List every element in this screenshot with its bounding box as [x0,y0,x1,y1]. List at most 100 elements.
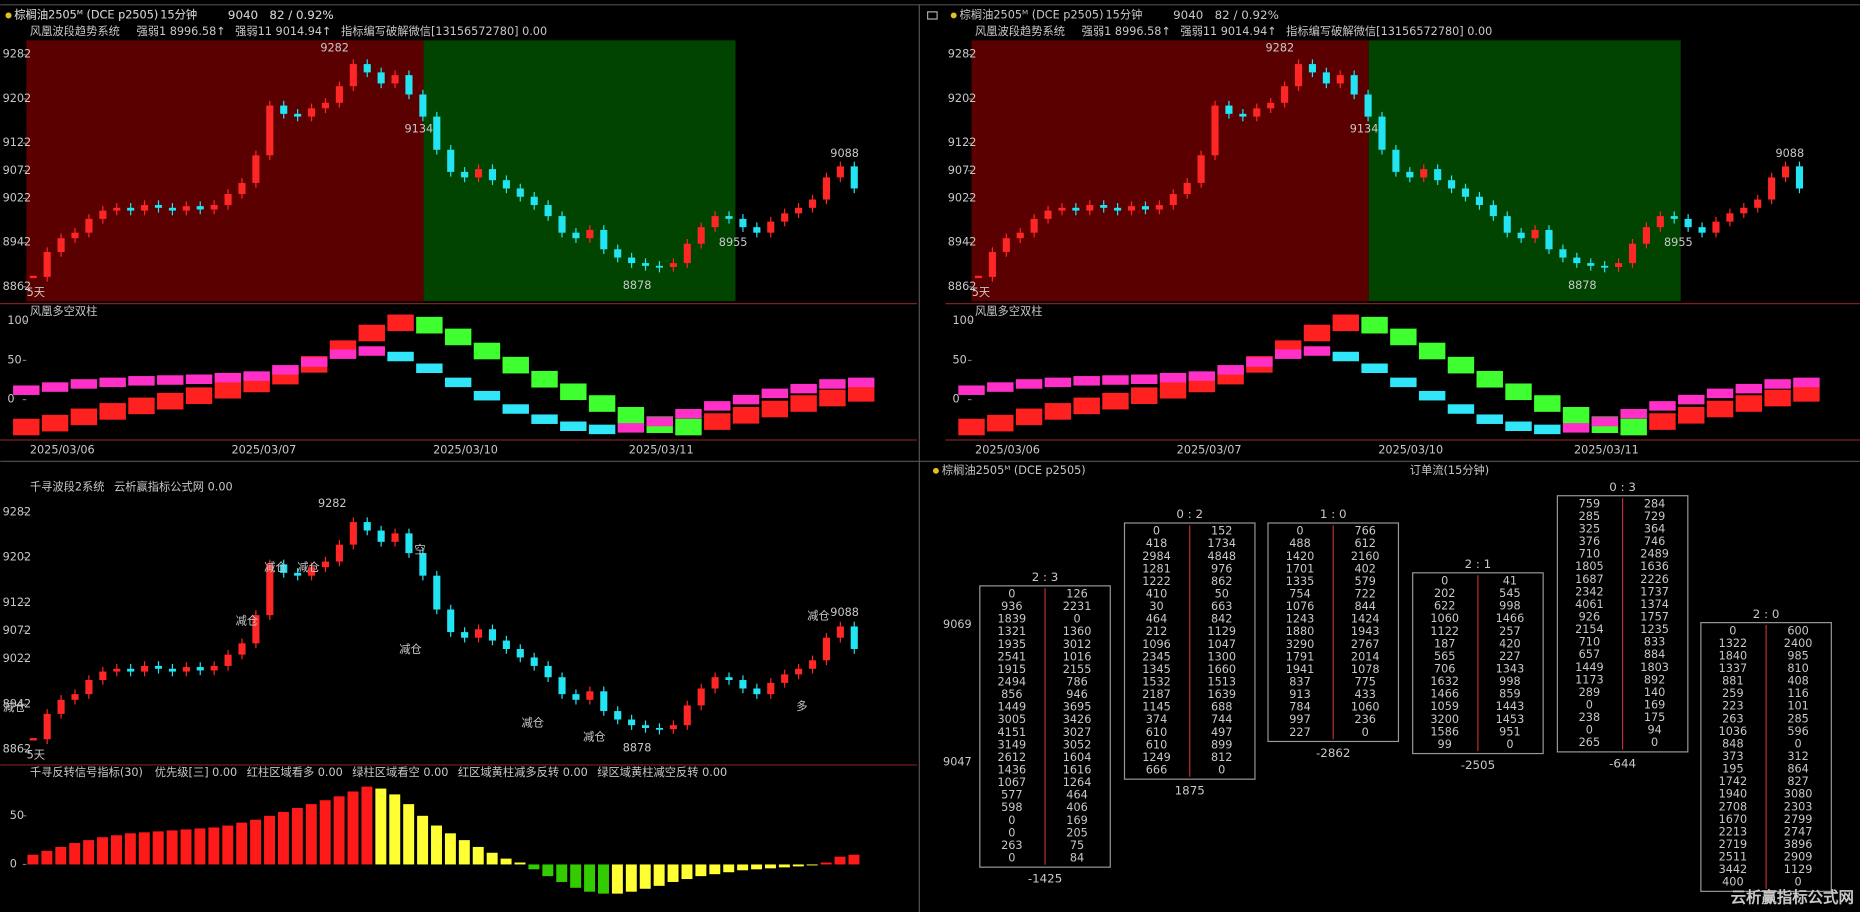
candle [127,207,135,211]
reversal-bar [152,831,164,865]
y-tick-label: 9022 [3,191,32,204]
dual-bar [70,379,98,389]
dual-bar [1131,374,1158,384]
dual-bar [1620,418,1647,436]
volume-cell: 1016 [1063,650,1092,663]
volume-cell: 577 [1001,789,1022,802]
table-title: 0 : 2 [1176,507,1203,521]
candle [614,711,622,720]
candle [1628,243,1637,264]
volume-cell: 2511 [1719,851,1748,864]
dual-bar [1447,404,1475,414]
volume-cell: 1636 [1640,560,1669,573]
volume-cell: 744 [1211,713,1232,726]
candle [238,182,246,194]
volume-cell: 1466 [1430,688,1459,701]
candle [252,155,260,183]
annotation: 5天 [27,748,45,761]
indicator-value: 强弱11 9014.94↑ [235,25,331,38]
candle [168,668,176,672]
volume-cell: 0 [1008,814,1015,827]
indicator-value: 红柱区域看多 0.00 [247,765,343,779]
volume-cell: 936 [1001,600,1022,613]
candle [474,169,483,178]
volume-cell: 1047 [1207,638,1236,651]
volume-cell: 1243 [1286,613,1315,626]
volume-cell: 746 [1644,535,1665,548]
volume-cell: 3695 [1063,701,1092,714]
reversal-bar [458,840,470,865]
indicator-value: 强弱11 9014.94↑ [1180,25,1276,38]
candle [113,207,121,211]
indicator-name: 风凰多空双柱 [30,304,98,318]
volume-cell: 175 [1644,711,1665,724]
reversal-bar [417,815,429,865]
dual-bar [560,421,587,432]
volume-cell: 775 [1355,676,1376,689]
volume-cell: 657 [1579,648,1600,661]
candle [1670,216,1678,219]
volume-cell: 859 [1499,688,1520,701]
y-tick-label: 0 [953,393,960,406]
volume-cell: 622 [1434,600,1455,613]
y-tick-label: 100 [953,314,974,327]
candle [1434,169,1442,181]
dual-bar [387,351,414,362]
candle [419,553,427,576]
reversal-bar [389,794,401,865]
volume-cell: 418 [1146,537,1167,550]
reversal-bar [333,796,345,865]
volume-cell: 1060 [1430,612,1459,625]
candle [224,193,232,206]
indicator-value: 优先级[三] 0.00 [155,766,237,779]
candle [1281,86,1289,103]
dual-bar [1015,408,1043,426]
candle [725,216,733,219]
candle [1211,105,1219,156]
candle [1114,207,1122,211]
volume-cell: 0 [1441,574,1448,587]
volume-cell: 2213 [1719,825,1748,838]
volume-cell: 0 [1296,525,1303,538]
volume-cell: 2154 [1575,623,1604,636]
dual-bar [157,392,184,410]
volume-cell: 4848 [1207,550,1236,563]
candle [1448,180,1456,189]
candle [711,216,719,228]
y-tick-label: 50 [953,353,967,366]
date-label: 2025/03/10 [1378,444,1443,457]
candle [280,105,288,114]
dual-bar [157,375,184,385]
indicator-value: 指标编写破解微信[13156572780] 0.00 [1286,24,1492,38]
volume-cell: 0 [1153,525,1160,538]
volume-cell: 1632 [1430,675,1459,688]
dual-bar [958,418,985,436]
volume-cell: 195 [1722,763,1743,776]
volume-cell: 666 [1146,764,1167,777]
dual-bar [1678,394,1705,405]
volume-cell: 892 [1644,673,1665,686]
volume-cell: 2187 [1142,688,1171,701]
price-change: 82 / 0.92% [269,8,333,22]
delta-total: -1425 [1028,872,1062,886]
volume-cell: 1374 [1640,598,1669,611]
volume-cell: 75 [1070,839,1084,852]
candle [154,665,163,669]
volume-cell: 926 [1579,611,1600,624]
candle [1795,166,1804,189]
candle [433,575,441,610]
dual-bar [243,371,270,381]
volume-cell: 497 [1211,726,1232,739]
candle [516,188,524,197]
volume-cell: 998 [1499,600,1520,613]
volume-cell: 2612 [998,751,1027,764]
reversal-bar [653,864,665,886]
volume-cell: 263 [1001,839,1022,852]
candle [391,75,399,84]
volume-cell: 844 [1355,600,1376,613]
candle [822,637,830,661]
dual-bar [473,342,501,360]
dual-bar [1706,388,1734,399]
dual-bar [444,377,472,388]
